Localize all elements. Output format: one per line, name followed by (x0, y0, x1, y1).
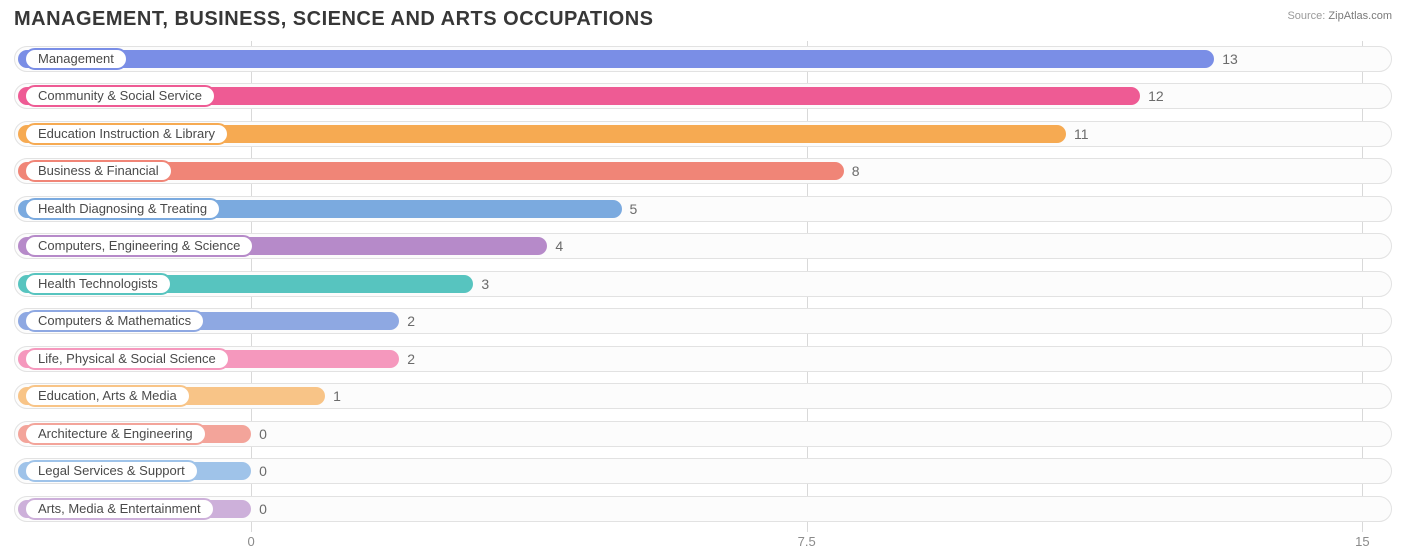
category-pill: Health Technologists (24, 273, 172, 295)
bar-value-label: 0 (259, 426, 267, 442)
bar-value-label: 0 (259, 501, 267, 517)
category-pill: Life, Physical & Social Science (24, 348, 230, 370)
bar-value-label: 8 (852, 163, 860, 179)
bar-value-label: 2 (407, 351, 415, 367)
bar-value-label: 5 (630, 201, 638, 217)
bar (18, 50, 1214, 68)
chart-title: MANAGEMENT, BUSINESS, SCIENCE AND ARTS O… (14, 8, 653, 31)
category-pill: Management (24, 48, 128, 70)
source-attribution: Source: ZipAtlas.com (1287, 8, 1392, 22)
chart-row: Education Instruction & Library 11 (14, 116, 1392, 151)
category-pill: Legal Services & Support (24, 460, 199, 482)
bar-value-label: 1 (333, 388, 341, 404)
category-pill: Computers & Mathematics (24, 310, 205, 332)
source-value: ZipAtlas.com (1328, 10, 1392, 22)
bar-value-label: 4 (555, 238, 563, 254)
chart-row: Business & Financial 8 (14, 154, 1392, 189)
bar-value-label: 11 (1074, 126, 1089, 142)
chart-row: Life, Physical & Social Science 2 (14, 341, 1392, 376)
x-axis: 0 7.5 15 (14, 532, 1392, 554)
x-axis-tick: 15 (1355, 534, 1369, 549)
category-pill: Arts, Media & Entertainment (24, 498, 215, 520)
category-pill: Education, Arts & Media (24, 385, 191, 407)
source-label: Source: (1287, 10, 1325, 22)
chart-rows: Management13Community & Social Service12… (14, 41, 1392, 526)
chart-area: Management13Community & Social Service12… (14, 41, 1392, 554)
x-axis-tick: 0 (247, 534, 254, 549)
chart-row: Health Technologists 3 (14, 266, 1392, 301)
bar-value-label: 12 (1148, 88, 1164, 104)
chart-header: MANAGEMENT, BUSINESS, SCIENCE AND ARTS O… (0, 0, 1406, 37)
chart-row: Computers & Mathematics 2 (14, 304, 1392, 339)
category-pill: Health Diagnosing & Treating (24, 198, 221, 220)
x-axis-tick: 7.5 (798, 534, 816, 549)
chart-row: Management 13 (14, 41, 1392, 76)
chart-row: Health Diagnosing & Treating 5 (14, 191, 1392, 226)
category-pill: Architecture & Engineering (24, 423, 207, 445)
chart-row: Legal Services & Support 0 (14, 454, 1392, 489)
bar-value-label: 3 (481, 276, 489, 292)
chart-row: Education, Arts & Media 1 (14, 379, 1392, 414)
bar-value-label: 13 (1222, 51, 1238, 67)
category-pill: Education Instruction & Library (24, 123, 229, 145)
bar-value-label: 0 (259, 463, 267, 479)
category-pill: Business & Financial (24, 160, 173, 182)
chart-row: Community & Social Service 12 (14, 79, 1392, 114)
chart-row: Architecture & Engineering 0 (14, 416, 1392, 451)
category-pill: Community & Social Service (24, 85, 216, 107)
category-pill: Computers, Engineering & Science (24, 235, 254, 257)
chart-row: Computers, Engineering & Science 4 (14, 229, 1392, 264)
bar-value-label: 2 (407, 313, 415, 329)
chart-row: Arts, Media & Entertainment 0 (14, 491, 1392, 526)
